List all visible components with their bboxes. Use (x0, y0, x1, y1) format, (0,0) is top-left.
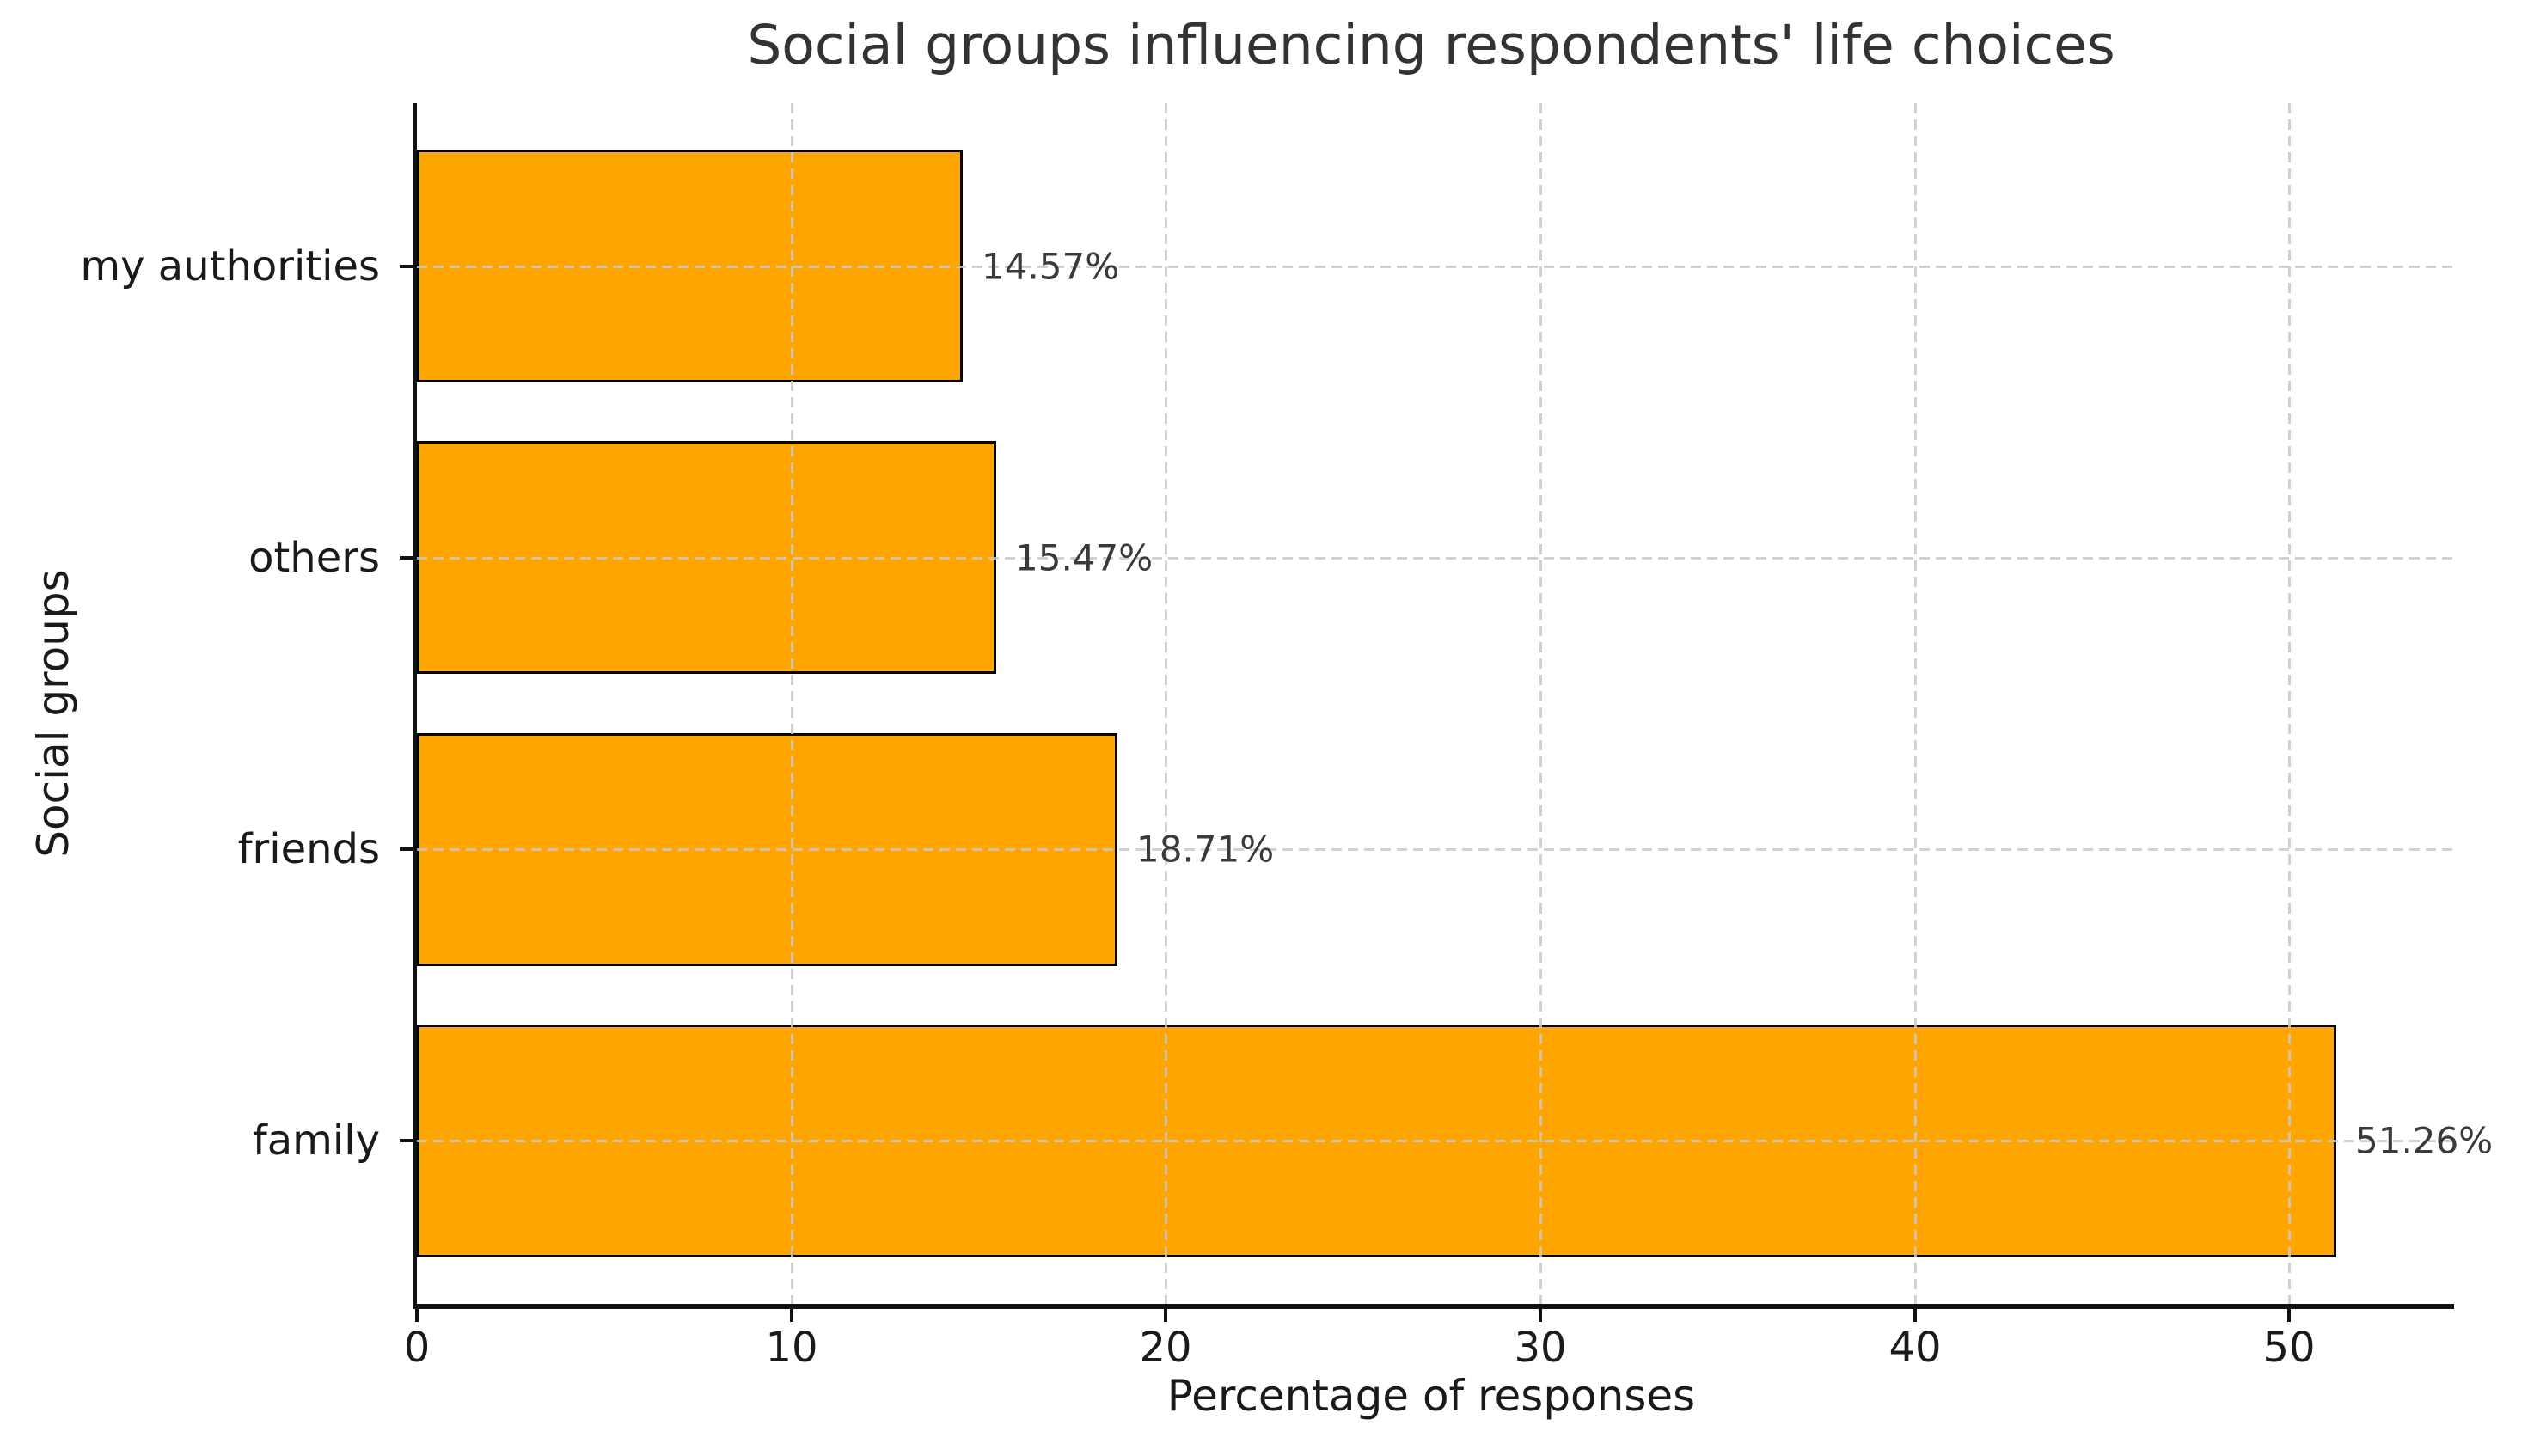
category-label: family (252, 1116, 380, 1165)
gridline-vertical (1914, 103, 1917, 1304)
y-tick-mark (400, 556, 413, 560)
gridline-vertical (2288, 103, 2291, 1304)
gridline-vertical (1165, 103, 1167, 1304)
x-tick-label: 0 (403, 1324, 431, 1372)
gridline-horizontal (417, 1140, 2454, 1142)
x-axis-label: Percentage of responses (1166, 1371, 1696, 1421)
bar-value-label: 14.57% (982, 245, 1120, 288)
x-tick-mark (415, 1309, 419, 1322)
y-tick-mark (400, 1139, 413, 1142)
y-axis-label: Social groups (28, 569, 78, 858)
x-tick-label: 10 (765, 1324, 818, 1372)
plot-area (413, 103, 2454, 1309)
gridline-horizontal (417, 557, 2454, 560)
gridline-vertical (791, 103, 793, 1304)
category-label: others (248, 534, 380, 582)
x-tick-mark (1539, 1309, 1542, 1322)
y-tick-mark (400, 265, 413, 268)
x-tick-mark (2287, 1309, 2291, 1322)
bar-value-label: 51.26% (2355, 1119, 2494, 1162)
gridline-horizontal (417, 848, 2454, 851)
gridline-vertical (1539, 103, 1542, 1304)
x-tick-label: 40 (1888, 1324, 1942, 1372)
category-label: friends (237, 825, 380, 873)
x-tick-mark (1164, 1309, 1167, 1322)
bar-value-label: 18.71% (1136, 828, 1275, 871)
x-tick-label: 50 (2262, 1324, 2316, 1372)
y-tick-mark (400, 847, 413, 851)
x-tick-mark (1913, 1309, 1917, 1322)
chart-title: Social groups influencing respondents' l… (747, 14, 2115, 76)
bar-value-label: 15.47% (1015, 536, 1154, 579)
x-tick-label: 30 (1514, 1324, 1567, 1372)
category-label: my authorities (80, 242, 380, 291)
x-tick-mark (790, 1309, 793, 1322)
x-tick-label: 20 (1139, 1324, 1192, 1372)
gridline-horizontal (417, 266, 2454, 268)
